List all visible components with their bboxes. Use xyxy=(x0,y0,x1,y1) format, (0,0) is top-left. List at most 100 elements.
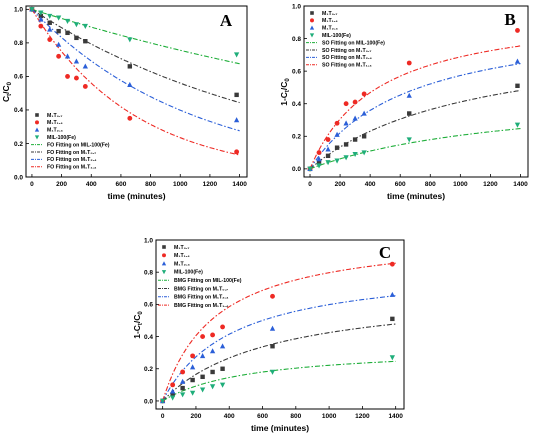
y-tick-label: 0.4 xyxy=(292,101,301,108)
data-point-triangle-up xyxy=(361,110,367,116)
data-point-triangle-up xyxy=(406,92,412,98)
fit-curve xyxy=(31,9,240,156)
x-tick-label: 1000 xyxy=(173,181,188,188)
legend-entry: BMG Fitting on M₁T₁.₄ xyxy=(174,303,229,309)
data-point-triangle-up xyxy=(161,261,167,266)
data-point-triangle-down xyxy=(361,150,367,156)
data-point-circle xyxy=(65,73,70,79)
x-tick-label: 200 xyxy=(191,413,202,420)
data-point-triangle-up xyxy=(514,58,521,64)
data-point-circle xyxy=(38,23,44,29)
legend-entry: M₁T₀.₇ xyxy=(174,245,190,251)
legend-entry: FO Fitting on M₁T₂.₄ xyxy=(47,157,97,163)
data-point-circle xyxy=(35,120,39,125)
data-point-circle xyxy=(170,382,176,388)
x-tick-label: 1200 xyxy=(483,181,498,188)
fit-curve xyxy=(162,323,396,402)
x-tick-label: 400 xyxy=(86,181,97,188)
data-point-triangle-down xyxy=(64,18,71,24)
data-point-square xyxy=(74,35,79,41)
y-axis-label: 1-Ct/C0 xyxy=(279,78,291,106)
data-point-circle xyxy=(325,137,331,142)
data-point-square xyxy=(316,160,322,165)
legend-entry: MIL-100(Fe) xyxy=(174,270,203,276)
data-point-circle xyxy=(56,53,62,59)
y-tick-label: 1.0 xyxy=(292,3,301,10)
data-point-triangle-up xyxy=(179,378,186,384)
chart-panel-C: 0 200 400 600 800 1000 1200 1400 0.0 0.2 0.4 0.6 0.8… xyxy=(132,237,405,433)
data-point-square xyxy=(170,392,175,397)
plot-frame xyxy=(25,5,248,178)
data-point-triangle-up xyxy=(334,131,340,137)
x-tick-label: 800 xyxy=(290,413,301,420)
data-point-circle xyxy=(343,101,349,107)
data-point-square xyxy=(210,369,215,375)
data-point-circle xyxy=(334,120,340,126)
data-point-triangle-up xyxy=(73,58,80,64)
data-point-square xyxy=(220,366,225,371)
data-point-triangle-up xyxy=(34,127,40,132)
data-point-triangle-down xyxy=(325,160,331,166)
legend-entry: M₁T₀.₇ xyxy=(322,11,338,17)
legend-entry: SO Fitting on M₁T₀.₇ xyxy=(322,48,372,54)
data-point-triangle-down xyxy=(514,122,521,128)
data-point-triangle-up xyxy=(47,26,53,32)
data-point-triangle-down xyxy=(29,7,35,13)
x-tick-label: 200 xyxy=(56,181,67,188)
data-point-square xyxy=(56,28,61,34)
data-point-circle xyxy=(361,91,367,97)
x-tick-label: 600 xyxy=(257,413,268,420)
x-tick-label: 1200 xyxy=(355,413,370,420)
y-tick-label: 0.2 xyxy=(144,366,153,373)
data-point-circle xyxy=(162,253,166,258)
legend-entry: M₁T₂.₄ xyxy=(322,26,338,32)
data-point-triangle-down xyxy=(209,384,216,390)
x-tick-label: 200 xyxy=(335,181,346,188)
chart-panel-B: 0 200 400 600 800 1000 1200 1400 0.0 0.2 0.4 0.6 0.8… xyxy=(279,3,529,201)
data-point-triangle-down xyxy=(38,10,44,16)
data-point-square xyxy=(38,13,44,19)
data-point-triangle-down xyxy=(179,392,186,398)
data-point-triangle-down xyxy=(307,166,313,172)
data-point-triangle-up xyxy=(199,353,206,359)
y-tick-label: 0.0 xyxy=(14,174,23,181)
data-point-triangle-up xyxy=(82,63,88,69)
data-point-triangle-up xyxy=(38,16,44,22)
legend-entry: SO Fitting on M₁T₂.₄ xyxy=(322,55,372,61)
data-point-triangle-up xyxy=(170,388,176,394)
data-point-triangle-up xyxy=(269,325,276,331)
data-point-square xyxy=(343,142,349,147)
data-point-triangle-up xyxy=(55,41,62,47)
y-tick-label: 0.4 xyxy=(14,107,23,114)
data-point-circle xyxy=(82,84,88,89)
x-axis-label: time (minutes) xyxy=(107,191,165,201)
data-point-triangle-up xyxy=(189,364,196,370)
fit-curve xyxy=(31,9,240,132)
data-point-square xyxy=(200,374,205,380)
data-point-square xyxy=(35,113,39,117)
y-axis-label: 1-Ct/C0 xyxy=(132,311,144,339)
plot-frame xyxy=(303,5,529,178)
y-tick-label: 0.2 xyxy=(292,134,301,141)
x-tick-label: 0 xyxy=(30,181,34,188)
data-point-triangle-down xyxy=(73,22,80,28)
legend-entry: FO Fitting on MIL-100(Fe) xyxy=(47,142,110,148)
data-point-square xyxy=(352,137,358,142)
data-point-circle xyxy=(389,261,395,267)
fit-curve xyxy=(309,45,521,170)
y-tick-label: 0.6 xyxy=(144,302,153,309)
data-point-circle xyxy=(234,149,240,155)
x-tick-label: 0 xyxy=(308,181,312,188)
data-point-triangle-down xyxy=(170,395,176,401)
data-point-triangle-down xyxy=(219,382,226,388)
data-point-triangle-down xyxy=(47,13,53,19)
data-point-triangle-up xyxy=(325,146,331,152)
y-tick-label: 0.8 xyxy=(144,269,153,276)
data-point-triangle-up xyxy=(127,81,133,87)
fit-curve xyxy=(309,128,521,170)
data-point-triangle-down xyxy=(352,152,358,158)
data-point-square xyxy=(190,377,195,383)
data-point-square xyxy=(407,111,412,116)
